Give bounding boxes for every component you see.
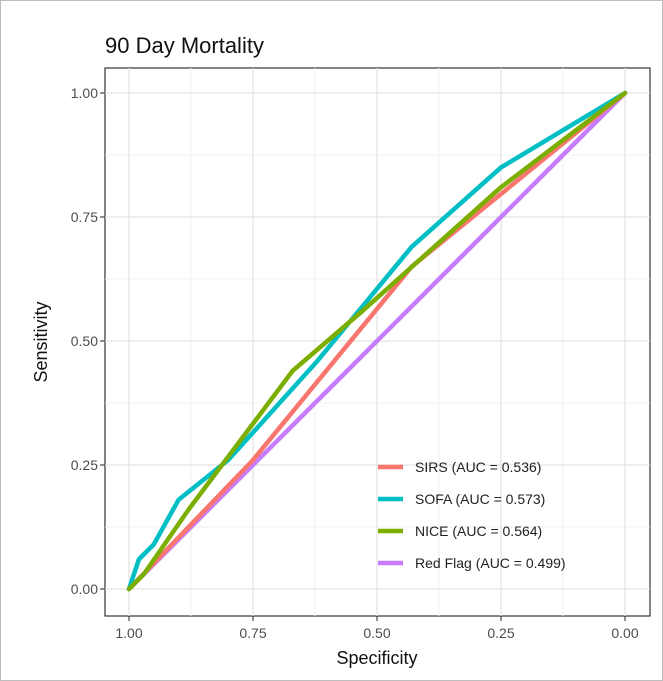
chart-title: 90 Day Mortality xyxy=(105,33,264,58)
legend: SIRS (AUC = 0.536) SOFA (AUC = 0.573) NICE… xyxy=(378,459,566,571)
series-line-0 xyxy=(126,90,628,592)
series-line-2 xyxy=(126,90,628,592)
y-axis-ticks: 0.00 0.25 0.50 0.75 1.00 xyxy=(71,85,105,597)
y-tick-label: 1.00 xyxy=(71,85,98,101)
legend-label-2: NICE (AUC = 0.564) xyxy=(415,523,542,539)
y-tick-label: 0.75 xyxy=(71,209,98,225)
legend-label-1: SOFA (AUC = 0.573) xyxy=(415,491,545,507)
x-axis-label: Specificity xyxy=(336,648,417,668)
x-tick-label: 0.75 xyxy=(239,625,266,641)
legend-label-0: SIRS (AUC = 0.536) xyxy=(415,459,541,475)
y-axis-label: Sensitivity xyxy=(31,301,51,382)
x-tick-label: 0.50 xyxy=(363,625,390,641)
legend-label-3: Red Flag (AUC = 0.499) xyxy=(415,555,566,571)
x-tick-label: 0.25 xyxy=(487,625,514,641)
series-line-3 xyxy=(126,90,628,592)
y-tick-label: 0.00 xyxy=(71,581,98,597)
grid-major xyxy=(105,68,650,616)
x-tick-label: 1.00 xyxy=(115,625,142,641)
series-layer xyxy=(126,90,628,592)
y-tick-label: 0.25 xyxy=(71,457,98,473)
x-axis-ticks: 1.00 0.75 0.50 0.25 0.00 xyxy=(115,616,639,641)
x-tick-label: 0.00 xyxy=(611,625,638,641)
y-tick-label: 0.50 xyxy=(71,333,98,349)
